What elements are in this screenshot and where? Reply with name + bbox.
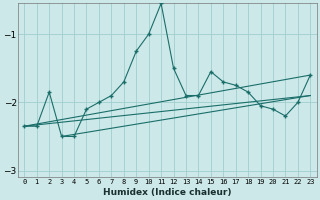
X-axis label: Humidex (Indice chaleur): Humidex (Indice chaleur) xyxy=(103,188,232,197)
